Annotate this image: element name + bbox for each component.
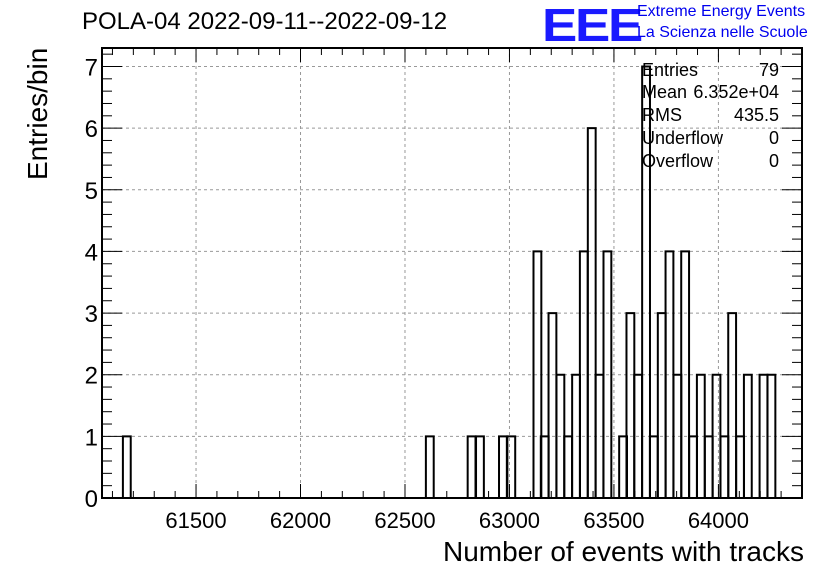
histogram-bin (475, 435, 485, 498)
logo-line-1: Extreme Energy Events (637, 3, 806, 20)
y-tick-label: 6 (85, 116, 98, 143)
axis-tick-labels: 61500 62000 62500 63000 63500 64000 0 1 2 3 4 5 6 7 (85, 54, 749, 533)
x-tick-label: 62000 (270, 508, 331, 533)
y-tick-label: 5 (85, 178, 98, 205)
x-tick-label: 63000 (479, 508, 540, 533)
histogram-bin (742, 373, 753, 498)
stat-mean-value: 6.352e+04 (693, 82, 779, 102)
histogram-bin (586, 127, 597, 498)
histogram-bin (648, 435, 659, 498)
plot-frame (101, 47, 803, 499)
histogram-bin (498, 435, 508, 498)
histogram-bin (121, 435, 132, 498)
histogram-bin (766, 373, 777, 498)
histogram-bin (466, 435, 477, 498)
stat-rms-label: RMS (642, 105, 682, 125)
histogram-bin (719, 435, 730, 498)
y-tick-label: 1 (85, 424, 98, 451)
stat-overflow-label: Overflow (642, 151, 714, 171)
y-axis-label: Entries/bin (22, 47, 53, 180)
logo-line-2: La Scienza nelle Scuole (637, 24, 808, 41)
stat-entries-label: Entries (642, 60, 699, 80)
histogram-bars (121, 65, 777, 498)
stat-mean-label: Mean (642, 82, 688, 102)
histogram-bin (641, 65, 651, 498)
histogram-bin (735, 435, 746, 498)
x-tick-label: 63500 (583, 508, 644, 533)
histogram-bin (532, 250, 543, 498)
histogram-bin (680, 250, 691, 498)
histogram-bin (547, 312, 558, 498)
histogram-bin (688, 435, 698, 498)
x-tick-label: 64000 (688, 508, 749, 533)
histogram-bin (563, 435, 574, 498)
x-tick-label: 62500 (374, 508, 435, 533)
y-tick-label: 4 (85, 239, 98, 266)
y-tick-label: 0 (85, 486, 98, 513)
histogram-bin (703, 435, 714, 498)
histogram-bin (506, 435, 517, 498)
stat-entries-value: 79 (758, 60, 779, 80)
x-axis-label: Number of events with tracks (442, 536, 804, 567)
x-tick-label: 61500 (165, 508, 226, 533)
y-tick-label: 2 (85, 363, 98, 390)
chart-title: POLA-04 2022-09-11--2022-09-12 (82, 8, 448, 35)
eee-logo: EEE (542, 0, 643, 51)
stat-underflow-value: 0 (768, 128, 779, 148)
stat-overflow-value: 0 (768, 151, 779, 171)
axis-ticks (102, 48, 803, 499)
stat-rms-value: 435.5 (733, 105, 779, 125)
histogram-bin (656, 312, 667, 498)
y-tick-label: 7 (85, 54, 98, 81)
y-tick-label: 3 (85, 301, 98, 328)
histogram-bin (424, 435, 435, 498)
histogram-bin (727, 312, 738, 498)
histogram-bin (602, 250, 613, 498)
stat-underflow-label: Underflow (642, 128, 724, 148)
